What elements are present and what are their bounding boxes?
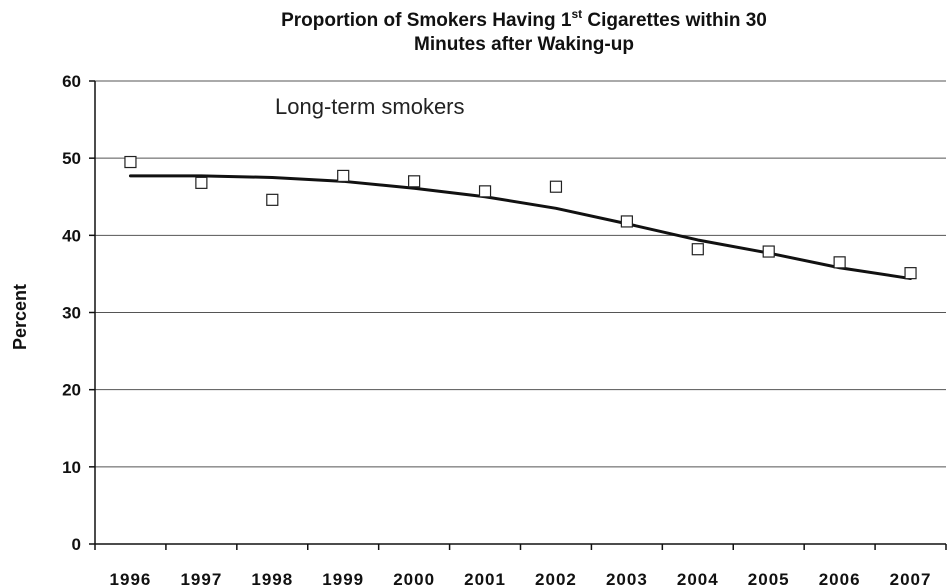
x-tick-label: 2002 — [535, 570, 577, 588]
y-tick-label: 30 — [62, 304, 81, 323]
x-tick-label: 2006 — [819, 570, 861, 588]
annotation-long-term-smokers: Long-term smokers — [275, 94, 465, 119]
y-tick-label: 10 — [62, 458, 81, 477]
data-point-marker — [549, 180, 563, 193]
y-axis-label: Percent — [10, 284, 30, 350]
x-tick-label: 2007 — [890, 570, 932, 588]
tick-labels: 0 10 20 30 40 50 60 1996 1997 1998 1999 2000 2001 200… — [62, 72, 932, 588]
x-tick-label: 1998 — [251, 570, 293, 588]
data-point-marker — [478, 185, 492, 198]
data-point-marker — [124, 155, 137, 169]
data-point-marker — [904, 267, 917, 280]
x-tick-label: 2003 — [606, 570, 648, 588]
x-tick-label: 2004 — [677, 570, 719, 588]
y-tick-label: 0 — [72, 535, 81, 554]
data-point-marker — [691, 243, 704, 256]
trend-line-layer — [128, 174, 913, 281]
y-tick-label: 20 — [62, 381, 81, 400]
trend-line — [128, 174, 913, 281]
data-point-marker — [833, 256, 846, 269]
chart-title: Proportion of Smokers Having 1st Cigaret… — [100, 6, 947, 57]
title-line-1: Proportion of Smokers Having 1st Cigaret… — [281, 6, 767, 31]
data-point-marker — [762, 245, 775, 258]
x-tick-label: 1999 — [322, 570, 364, 588]
grid-lines — [95, 80, 946, 468]
y-tick-label: 50 — [62, 149, 81, 168]
data-point-marker — [195, 176, 208, 189]
axes — [89, 80, 947, 550]
data-point-marker — [620, 215, 633, 228]
x-tick-label: 2001 — [464, 570, 506, 588]
x-tick-label: 2000 — [393, 570, 435, 588]
x-tick-label: 1996 — [110, 570, 152, 588]
y-tick-label: 40 — [62, 226, 81, 245]
title-superscript: st — [571, 6, 583, 21]
x-tick-label: 1997 — [180, 570, 222, 588]
data-point-marker — [337, 169, 350, 183]
marker-layer — [124, 155, 917, 280]
x-tick-label: 2005 — [748, 570, 790, 588]
y-tick-label: 60 — [62, 72, 81, 91]
data-point-marker — [408, 175, 421, 188]
data-point-marker — [266, 193, 279, 206]
title-line-2: Minutes after Waking-up — [414, 34, 634, 55]
